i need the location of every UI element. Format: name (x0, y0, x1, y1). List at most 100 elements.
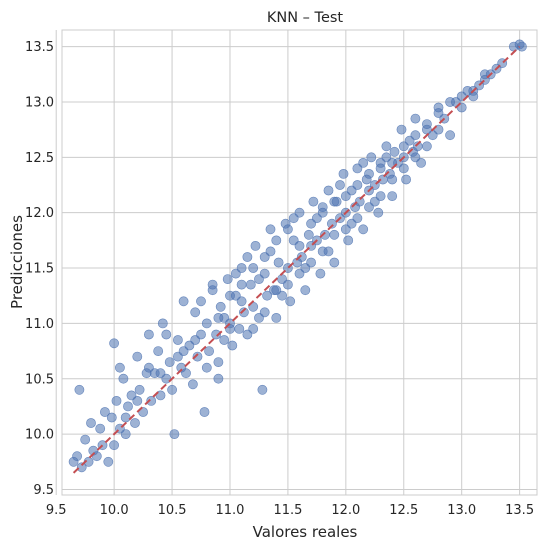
data-point (295, 269, 304, 278)
data-point (316, 269, 325, 278)
data-point (382, 142, 391, 151)
data-point (144, 330, 153, 339)
data-point (144, 363, 153, 372)
data-point (272, 286, 281, 295)
data-point (359, 225, 368, 234)
data-point (254, 275, 263, 284)
data-point (135, 385, 144, 394)
y-tick-labels: 9.510.010.511.011.512.012.513.013.5 (25, 40, 54, 498)
data-point (289, 214, 298, 223)
data-point (272, 236, 281, 245)
data-point (283, 225, 292, 234)
data-point (173, 335, 182, 344)
data-point (214, 313, 223, 322)
x-tick-label: 10.5 (158, 503, 187, 518)
data-point (237, 280, 246, 289)
data-point (75, 385, 84, 394)
data-point (295, 241, 304, 250)
data-point (191, 335, 200, 344)
chart-title: KNN – Test (267, 10, 344, 26)
data-point (388, 175, 397, 184)
data-point (73, 452, 82, 461)
data-point (402, 175, 411, 184)
data-point (374, 208, 383, 217)
data-point (422, 120, 431, 129)
data-point (110, 339, 119, 348)
data-point (81, 435, 90, 444)
data-point (260, 308, 269, 317)
data-point (260, 252, 269, 261)
data-point (188, 380, 197, 389)
x-tick-label: 11.0 (216, 503, 245, 518)
data-point (446, 97, 455, 106)
x-tick-labels: 9.5 10.0 10.5 11.0 11.5 12.0 12.5 13.0 13.5 (46, 503, 534, 518)
data-point (220, 335, 229, 344)
data-point (318, 208, 327, 217)
data-point (304, 230, 313, 239)
data-point (181, 369, 190, 378)
data-point (154, 347, 163, 356)
data-point (399, 142, 408, 151)
data-point (266, 225, 275, 234)
data-point (214, 374, 223, 383)
y-tick-label: 11.0 (25, 317, 54, 332)
data-point (133, 352, 142, 361)
data-point (179, 297, 188, 306)
data-point (258, 385, 267, 394)
data-point (223, 275, 232, 284)
data-point (399, 164, 408, 173)
data-point (318, 247, 327, 256)
data-point (107, 413, 116, 422)
x-tick-label: 13.5 (505, 503, 534, 518)
data-point (173, 352, 182, 361)
data-point (191, 308, 200, 317)
data-point (158, 319, 167, 328)
x-tick-label: 9.5 (46, 503, 67, 518)
y-tick-label: 13.5 (25, 40, 54, 55)
data-point (411, 131, 420, 140)
data-point (341, 192, 350, 201)
data-point (324, 186, 333, 195)
x-tick-label: 10.0 (100, 503, 129, 518)
data-point (307, 219, 316, 228)
data-point (411, 114, 420, 123)
y-tick-label: 13.0 (25, 95, 54, 110)
data-point (359, 158, 368, 167)
data-point (208, 280, 217, 289)
data-point (96, 424, 105, 433)
data-point (121, 413, 130, 422)
data-point (283, 280, 292, 289)
data-point (202, 363, 211, 372)
data-point (235, 324, 244, 333)
data-point (286, 297, 295, 306)
data-point (353, 180, 362, 189)
data-point (388, 192, 397, 201)
y-tick-label: 12.0 (25, 206, 54, 221)
data-point (411, 153, 420, 162)
y-tick-label: 12.5 (25, 151, 54, 166)
x-tick-label: 12.5 (389, 503, 418, 518)
data-point (231, 269, 240, 278)
data-point (301, 286, 310, 295)
data-point (200, 407, 209, 416)
data-point (205, 347, 214, 356)
data-point (341, 225, 350, 234)
data-point (397, 125, 406, 134)
data-point (434, 108, 443, 117)
data-point (165, 358, 174, 367)
data-point (376, 192, 385, 201)
y-tick-label: 11.5 (25, 262, 54, 277)
data-point (344, 236, 353, 245)
y-axis-label: Predicciones (8, 215, 26, 309)
data-point (367, 153, 376, 162)
data-point (330, 197, 339, 206)
data-point (446, 131, 455, 140)
data-point (251, 241, 260, 250)
x-tick-label: 13.0 (447, 503, 476, 518)
data-point (272, 313, 281, 322)
data-point (156, 369, 165, 378)
data-point (214, 358, 223, 367)
data-point (364, 169, 373, 178)
data-point (309, 197, 318, 206)
